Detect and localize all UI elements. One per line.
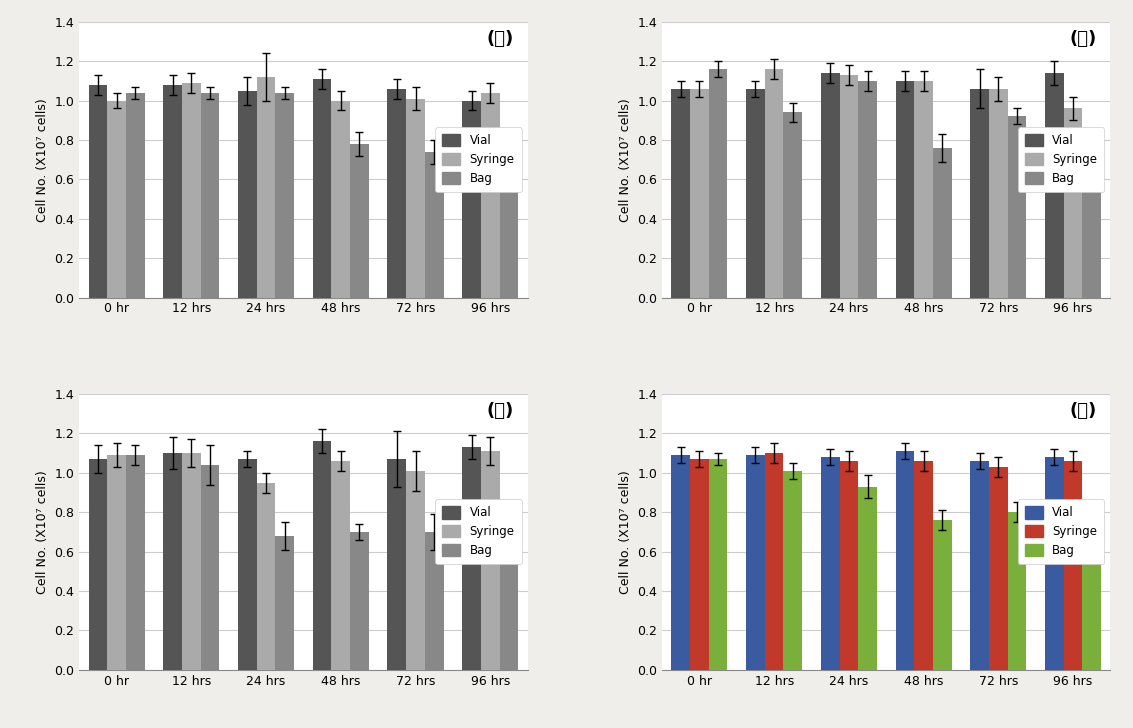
Bar (313, 441, 332, 670)
Bar (820, 73, 840, 298)
Bar (709, 459, 727, 670)
Bar (387, 89, 406, 298)
Legend: Vial, Syringe, Bag: Vial, Syringe, Bag (1019, 127, 1105, 192)
Bar (1064, 461, 1082, 670)
Bar (840, 461, 858, 670)
Bar (350, 532, 369, 670)
Bar (480, 92, 500, 298)
Bar (747, 455, 765, 670)
Bar (332, 100, 350, 298)
Bar (313, 79, 332, 298)
Bar (257, 77, 275, 298)
Bar (784, 471, 802, 670)
Bar (126, 92, 145, 298)
Bar (350, 144, 369, 298)
Bar (970, 461, 989, 670)
Bar (1045, 457, 1064, 670)
Bar (858, 486, 877, 670)
Bar (932, 520, 952, 670)
Bar (672, 455, 690, 670)
Bar (387, 459, 406, 670)
Legend: Vial, Syringe, Bag: Vial, Syringe, Bag (435, 499, 521, 564)
Bar (275, 92, 295, 298)
Bar (784, 112, 802, 298)
Bar (1082, 170, 1101, 298)
Bar (88, 459, 108, 670)
Bar (238, 91, 257, 298)
Bar (257, 483, 275, 670)
Bar (275, 536, 295, 670)
Bar (500, 546, 518, 670)
Legend: Vial, Syringe, Bag: Vial, Syringe, Bag (435, 127, 521, 192)
Bar (858, 81, 877, 298)
Bar (462, 100, 480, 298)
Bar (332, 461, 350, 670)
Bar (709, 69, 727, 298)
Bar (201, 465, 220, 670)
Text: (나): (나) (1070, 30, 1097, 48)
Bar (500, 159, 518, 298)
Bar (690, 459, 709, 670)
Bar (201, 92, 220, 298)
Bar (820, 457, 840, 670)
Y-axis label: Cell No. (X10⁷ cells): Cell No. (X10⁷ cells) (619, 98, 632, 221)
Bar (895, 81, 914, 298)
Y-axis label: Cell No. (X10⁷ cells): Cell No. (X10⁷ cells) (36, 98, 49, 221)
Bar (406, 99, 425, 298)
Bar (932, 148, 952, 298)
Bar (747, 89, 765, 298)
Bar (462, 447, 480, 670)
Bar (108, 100, 126, 298)
Bar (238, 459, 257, 670)
Bar (182, 83, 201, 298)
Bar (672, 89, 690, 298)
Legend: Vial, Syringe, Bag: Vial, Syringe, Bag (1019, 499, 1105, 564)
Bar (1082, 539, 1101, 670)
Text: (가): (가) (487, 30, 514, 48)
Bar (182, 453, 201, 670)
Bar (126, 455, 145, 670)
Y-axis label: Cell No. (X10⁷ cells): Cell No. (X10⁷ cells) (36, 470, 49, 594)
Bar (765, 453, 784, 670)
Bar (1007, 116, 1026, 298)
Bar (1045, 73, 1064, 298)
Bar (163, 453, 182, 670)
Bar (406, 471, 425, 670)
Bar (989, 467, 1007, 670)
Text: (다): (다) (487, 403, 514, 420)
Bar (425, 532, 443, 670)
Bar (914, 461, 932, 670)
Bar (1007, 513, 1026, 670)
Bar (1064, 108, 1082, 298)
Y-axis label: Cell No. (X10⁷ cells): Cell No. (X10⁷ cells) (619, 470, 632, 594)
Bar (690, 89, 709, 298)
Bar (989, 89, 1007, 298)
Bar (108, 455, 126, 670)
Bar (163, 85, 182, 298)
Bar (914, 81, 932, 298)
Bar (970, 89, 989, 298)
Text: (라): (라) (1070, 403, 1097, 420)
Bar (480, 451, 500, 670)
Bar (895, 451, 914, 670)
Bar (840, 75, 858, 298)
Bar (88, 85, 108, 298)
Bar (425, 152, 443, 298)
Bar (765, 69, 784, 298)
